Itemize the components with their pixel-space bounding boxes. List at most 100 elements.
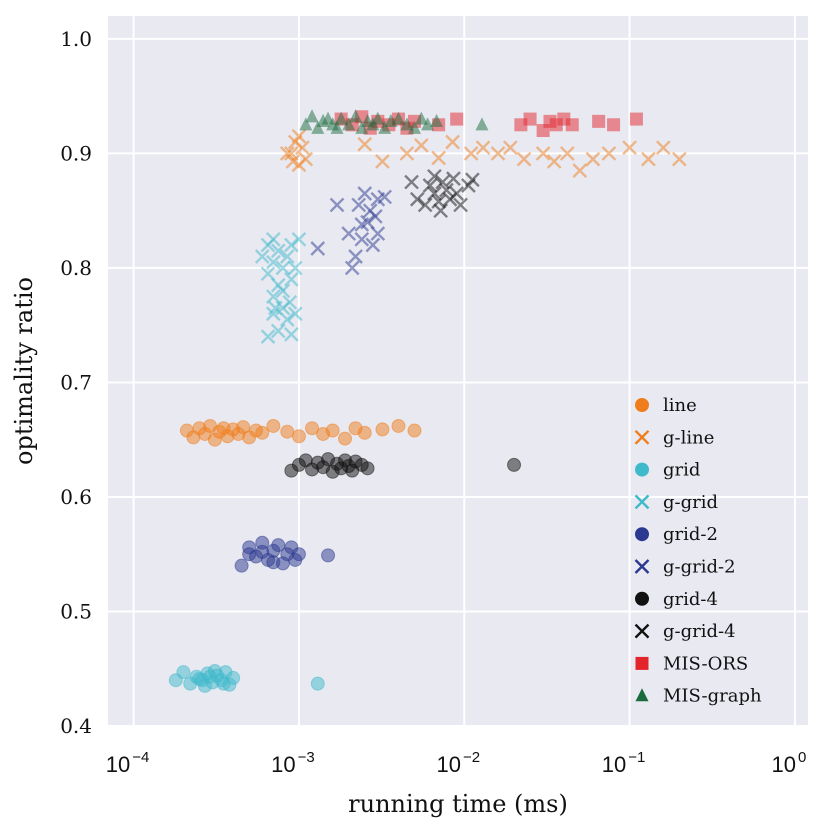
point-MIS-graph-16: [391, 111, 405, 125]
point-g-grid-2-2: [341, 226, 357, 241]
point-g-line-22: [572, 163, 588, 178]
point-g-grid-2-6: [365, 237, 381, 253]
point-g-line-28: [672, 151, 687, 167]
point-line-11: [236, 420, 251, 435]
point-MIS-graph-10: [355, 120, 369, 134]
data-points: [168, 109, 687, 693]
point-g-grid-4-9: [446, 171, 461, 186]
point-g-grid-11: [254, 249, 270, 264]
point-g-grid-6: [287, 306, 303, 322]
point-grid-16: [216, 676, 231, 691]
point-MIS-graph-22: [475, 117, 489, 131]
point-g-line-11: [413, 138, 429, 153]
point-line-25: [391, 418, 406, 433]
legend-item-line: line: [635, 395, 697, 416]
point-MIS-graph-0: [299, 117, 313, 131]
point-g-line-10: [399, 146, 415, 161]
point-line-17: [291, 429, 306, 444]
point-line-23: [357, 425, 372, 440]
point-g-grid-2-13: [344, 260, 360, 276]
point-g-line-12: [431, 150, 446, 166]
point-g-grid-2-14: [368, 209, 383, 224]
y-axis-ticks: 0.4 0.5 0.6 0.7 0.8 0.9 1.0: [60, 27, 92, 738]
y-axis-label: optimality ratio: [10, 277, 38, 465]
legend-marker-MIS-ORS: [635, 656, 649, 670]
point-g-grid-2-3: [348, 249, 363, 264]
point-g-grid-16: [284, 237, 299, 253]
series-grid: [168, 664, 325, 693]
legend-label-MIS-graph: MIS-graph: [663, 686, 762, 707]
legend-item-grid: grid: [635, 460, 700, 481]
point-g-line-3: [295, 140, 310, 156]
point-g-line-16: [490, 146, 506, 161]
point-MIS-graph-9: [349, 109, 363, 123]
point-g-line-8: [357, 136, 373, 152]
legend-label-g-line: g-line: [663, 427, 714, 448]
point-g-grid-10: [284, 272, 299, 287]
legend-label-grid: grid: [663, 460, 700, 481]
point-g-grid-4-2: [417, 197, 433, 213]
point-MIS-ORS-20: [629, 112, 643, 126]
y-tick-label-6: 1.0: [60, 27, 92, 51]
x-tick-label-1: 10 −3: [271, 749, 315, 777]
point-MIS-graph-8: [342, 117, 356, 131]
legend-item-g-line: g-line: [634, 427, 714, 448]
point-g-line-14: [463, 146, 479, 161]
point-g-grid-4-1: [409, 191, 425, 207]
point-line-14: [255, 425, 270, 440]
point-g-grid-15: [279, 249, 295, 264]
point-line-21: [338, 431, 353, 446]
point-g-grid-2-9: [357, 186, 373, 201]
point-grid-2-14: [242, 547, 257, 562]
point-MIS-graph-21: [430, 113, 444, 127]
point-grid-2-0: [234, 558, 249, 573]
point-g-grid-4-13: [427, 168, 442, 184]
point-g-grid-2-4: [354, 231, 370, 247]
point-g-grid-4-15: [465, 172, 480, 188]
y-tick-label-0: 0.4: [60, 714, 92, 738]
legend-marker-g-grid-4: [634, 623, 650, 639]
point-MIS-ORS-12: [523, 112, 537, 126]
point-g-grid-0: [260, 329, 276, 344]
point-g-line-6: [285, 154, 301, 169]
point-g-grid-4: [279, 312, 295, 327]
point-MIS-ORS-10: [450, 112, 464, 126]
y-tick-label-2: 0.6: [60, 485, 92, 509]
point-g-line-5: [279, 146, 295, 161]
point-MIS-ORS-17: [565, 118, 579, 132]
point-g-grid-2-8: [351, 197, 367, 213]
point-MIS-graph-2: [311, 120, 325, 134]
point-grid-2-13: [266, 555, 281, 570]
point-g-grid-2-15: [354, 217, 370, 232]
series-MIS-graph: [299, 109, 489, 134]
x-axis-ticks: 10 −4 10 −3 10 −2 10 −1 10 0: [106, 749, 807, 777]
legend: line g-line grid g-grid grid-2 g-grid-2 grid-4…: [634, 395, 762, 707]
series-g-grid-2: [310, 186, 393, 276]
point-g-grid-13: [265, 231, 281, 247]
point-g-grid-2-12: [377, 189, 393, 205]
point-g-grid-2-1: [329, 197, 345, 213]
point-line-20: [325, 423, 340, 438]
point-g-grid-2: [270, 323, 286, 339]
point-g-line-19: [535, 146, 551, 161]
x-tick-label-0: 10 −4: [106, 749, 150, 777]
legend-label-g-grid: g-grid: [663, 492, 718, 513]
point-g-line-24: [601, 146, 617, 161]
legend-item-g-grid-2: g-grid-2: [634, 557, 736, 578]
legend-label-line: line: [663, 395, 697, 416]
series-g-line: [279, 128, 687, 178]
point-g-line-17: [502, 140, 518, 156]
point-g-line-26: [641, 151, 656, 167]
point-MIS-graph-1: [305, 109, 319, 123]
point-g-grid-4-0: [404, 174, 419, 190]
series-g-grid: [254, 231, 307, 344]
point-MIS-graph-13: [371, 111, 385, 125]
point-line-24: [375, 422, 390, 437]
point-g-grid-4-12: [433, 203, 449, 219]
legend-item-g-grid: g-grid: [634, 492, 718, 513]
point-g-line-25: [622, 140, 637, 156]
point-MIS-graph-6: [330, 120, 344, 134]
point-MIS-graph-7: [334, 111, 348, 125]
point-MIS-graph-19: [414, 111, 428, 125]
